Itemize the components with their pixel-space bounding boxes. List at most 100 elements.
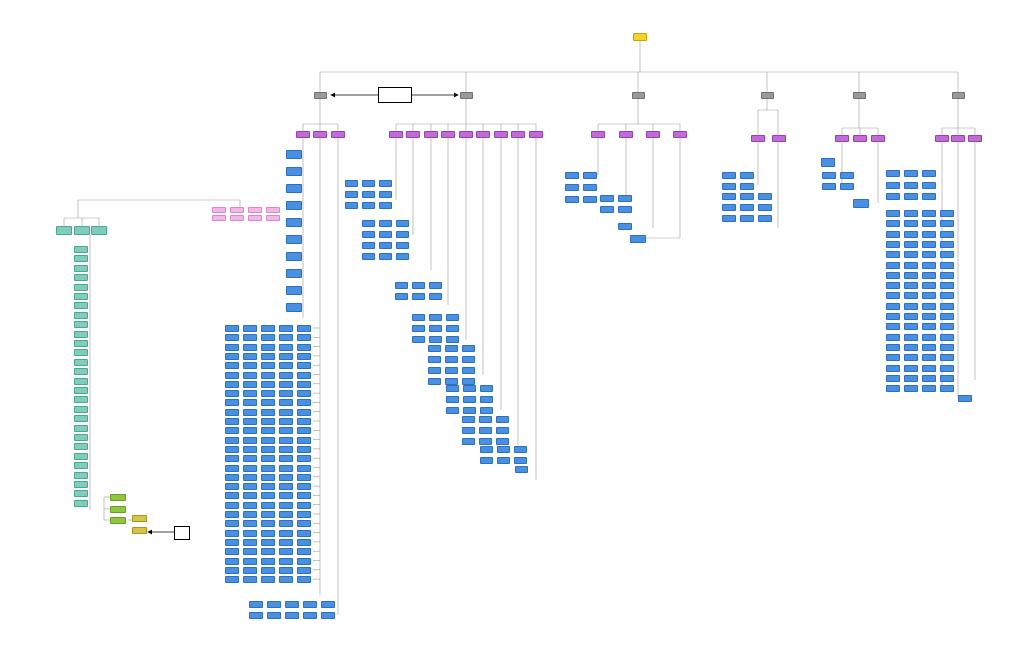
leaf-node[interactable] xyxy=(379,231,392,238)
leaf-node[interactable] xyxy=(445,345,458,352)
leaf-node[interactable] xyxy=(261,418,275,425)
leaf-node[interactable] xyxy=(886,251,900,259)
lime-node[interactable] xyxy=(110,494,126,501)
leaf-node[interactable] xyxy=(297,352,311,360)
leaf-node[interactable] xyxy=(225,445,239,453)
leaf-node[interactable] xyxy=(479,438,492,445)
leaf-node[interactable] xyxy=(940,220,954,228)
leaf-node[interactable] xyxy=(285,601,299,608)
branch-node[interactable] xyxy=(853,92,866,99)
leaf-node[interactable] xyxy=(297,473,311,481)
leaf-node[interactable] xyxy=(922,333,936,341)
leaf-node[interactable] xyxy=(740,172,754,179)
leaf-node[interactable] xyxy=(225,557,239,565)
leaf-node[interactable] xyxy=(249,601,263,608)
sub-branch-node[interactable] xyxy=(646,131,660,138)
branch-node[interactable] xyxy=(314,92,327,99)
leaf-node[interactable] xyxy=(362,231,375,238)
pink-node[interactable] xyxy=(230,215,244,221)
teal-node[interactable] xyxy=(74,321,88,329)
leaf-node[interactable] xyxy=(279,371,293,379)
leaf-node[interactable] xyxy=(904,230,918,238)
leaf-node[interactable] xyxy=(722,193,736,200)
leaf-node[interactable] xyxy=(618,195,632,202)
pink-node[interactable] xyxy=(248,215,262,221)
pink-node[interactable] xyxy=(212,215,226,221)
leaf-node[interactable] xyxy=(261,380,275,388)
leaf-node[interactable] xyxy=(261,455,275,463)
leaf-node[interactable] xyxy=(740,215,754,222)
teal-node[interactable] xyxy=(74,255,88,263)
leaf-node[interactable] xyxy=(225,566,239,574)
leaf-node[interactable] xyxy=(297,557,311,565)
leaf-node[interactable] xyxy=(261,408,275,416)
leaf-node[interactable] xyxy=(243,538,257,546)
leaf-node[interactable] xyxy=(514,446,527,453)
leaf-node[interactable] xyxy=(722,183,736,190)
leaf-node[interactable] xyxy=(904,193,918,200)
teal-node[interactable] xyxy=(74,471,88,479)
gold-node[interactable] xyxy=(132,515,147,522)
teal-node[interactable] xyxy=(74,368,88,376)
leaf-node[interactable] xyxy=(822,183,836,190)
leaf-node[interactable] xyxy=(497,457,510,464)
leaf-node[interactable] xyxy=(261,334,275,342)
leaf-node[interactable] xyxy=(243,427,257,435)
leaf-node[interactable] xyxy=(243,408,257,416)
leaf-node[interactable] xyxy=(428,345,441,352)
leaf-node[interactable] xyxy=(722,172,736,179)
leaf-node[interactable] xyxy=(886,181,900,189)
leaf-node[interactable] xyxy=(297,511,311,518)
leaf-node[interactable] xyxy=(940,282,954,290)
leaf-node[interactable] xyxy=(297,390,311,398)
leaf-node[interactable] xyxy=(618,223,632,230)
leaf-node[interactable] xyxy=(940,261,954,269)
teal-node[interactable] xyxy=(74,396,88,404)
leaf-node[interactable] xyxy=(225,529,239,537)
leaf-node[interactable] xyxy=(297,380,311,388)
leaf-node[interactable] xyxy=(297,362,311,370)
leaf-node[interactable] xyxy=(462,356,475,363)
leaf-node[interactable] xyxy=(243,483,257,491)
leaf-node[interactable] xyxy=(261,473,275,481)
leaf-node[interactable] xyxy=(396,220,409,227)
leaf-node[interactable] xyxy=(243,473,257,481)
teal-node[interactable] xyxy=(74,358,88,366)
teal-node[interactable] xyxy=(74,452,88,460)
leaf-node[interactable] xyxy=(345,180,358,187)
leaf-node[interactable] xyxy=(261,529,275,537)
leaf-node[interactable] xyxy=(446,407,459,414)
leaf-node[interactable] xyxy=(261,566,275,574)
leaf-node[interactable] xyxy=(261,362,275,370)
leaf-node[interactable] xyxy=(243,511,257,518)
pink-node[interactable] xyxy=(266,207,280,213)
leaf-node[interactable] xyxy=(297,566,311,574)
leaf-node[interactable] xyxy=(225,436,239,444)
leaf-node[interactable] xyxy=(243,390,257,398)
leaf-node[interactable] xyxy=(286,286,302,295)
leaf-node[interactable] xyxy=(412,336,425,343)
leaf-node[interactable] xyxy=(297,548,311,556)
branch-node[interactable] xyxy=(632,92,645,99)
leaf-node[interactable] xyxy=(740,204,754,211)
leaf-node[interactable] xyxy=(225,492,239,500)
leaf-node[interactable] xyxy=(297,464,311,472)
leaf-node[interactable] xyxy=(243,418,257,425)
leaf-node[interactable] xyxy=(243,464,257,472)
leaf-node[interactable] xyxy=(321,612,335,619)
leaf-node[interactable] xyxy=(429,282,442,289)
teal-node[interactable] xyxy=(74,302,88,310)
leaf-node[interactable] xyxy=(740,193,754,200)
leaf-node[interactable] xyxy=(462,345,475,352)
leaf-node[interactable] xyxy=(463,407,476,414)
root-node[interactable] xyxy=(633,33,647,41)
leaf-node[interactable] xyxy=(267,612,281,619)
leaf-node[interactable] xyxy=(583,172,597,179)
leaf-node[interactable] xyxy=(279,390,293,398)
leaf-node[interactable] xyxy=(958,395,972,402)
leaf-node[interactable] xyxy=(886,364,900,372)
leaf-node[interactable] xyxy=(225,501,239,509)
leaf-node[interactable] xyxy=(297,418,311,425)
sub-branch-node[interactable] xyxy=(951,135,965,142)
leaf-node[interactable] xyxy=(243,529,257,537)
